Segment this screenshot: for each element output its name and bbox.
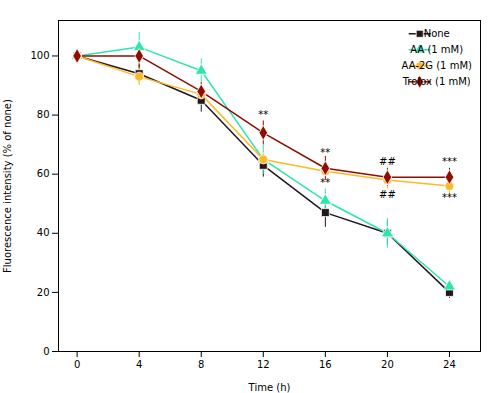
svg-text:20: 20: [381, 359, 394, 370]
svg-text:16: 16: [319, 359, 332, 370]
svg-text:**: **: [258, 109, 268, 120]
svg-text:None: None: [424, 28, 450, 39]
svg-text:0: 0: [43, 346, 49, 357]
svg-text:Fluorescence intensity (% of n: Fluorescence intensity (% of none): [2, 99, 13, 273]
svg-text:60: 60: [37, 168, 50, 179]
svg-text:24: 24: [443, 359, 456, 370]
svg-text:AA-2G (1 mM): AA-2G (1 mM): [402, 60, 472, 71]
svg-text:4: 4: [136, 359, 142, 370]
svg-text:**: **: [320, 147, 330, 158]
svg-text:AA (1 mM): AA (1 mM): [410, 44, 463, 55]
svg-text:**: **: [320, 177, 330, 188]
svg-text:Trolox (1 mM): Trolox (1 mM): [402, 76, 471, 87]
svg-text:***: ***: [442, 192, 457, 203]
svg-text:##: ##: [379, 189, 396, 200]
svg-text:Time (h): Time (h): [248, 382, 291, 393]
svg-text:##: ##: [379, 156, 396, 167]
svg-text:12: 12: [257, 359, 270, 370]
svg-text:20: 20: [37, 287, 50, 298]
svg-text:40: 40: [37, 227, 50, 238]
svg-text:0: 0: [74, 359, 80, 370]
svg-text:***: ***: [442, 156, 457, 167]
svg-text:80: 80: [37, 109, 50, 120]
svg-text:8: 8: [198, 359, 204, 370]
svg-text:100: 100: [30, 50, 49, 61]
